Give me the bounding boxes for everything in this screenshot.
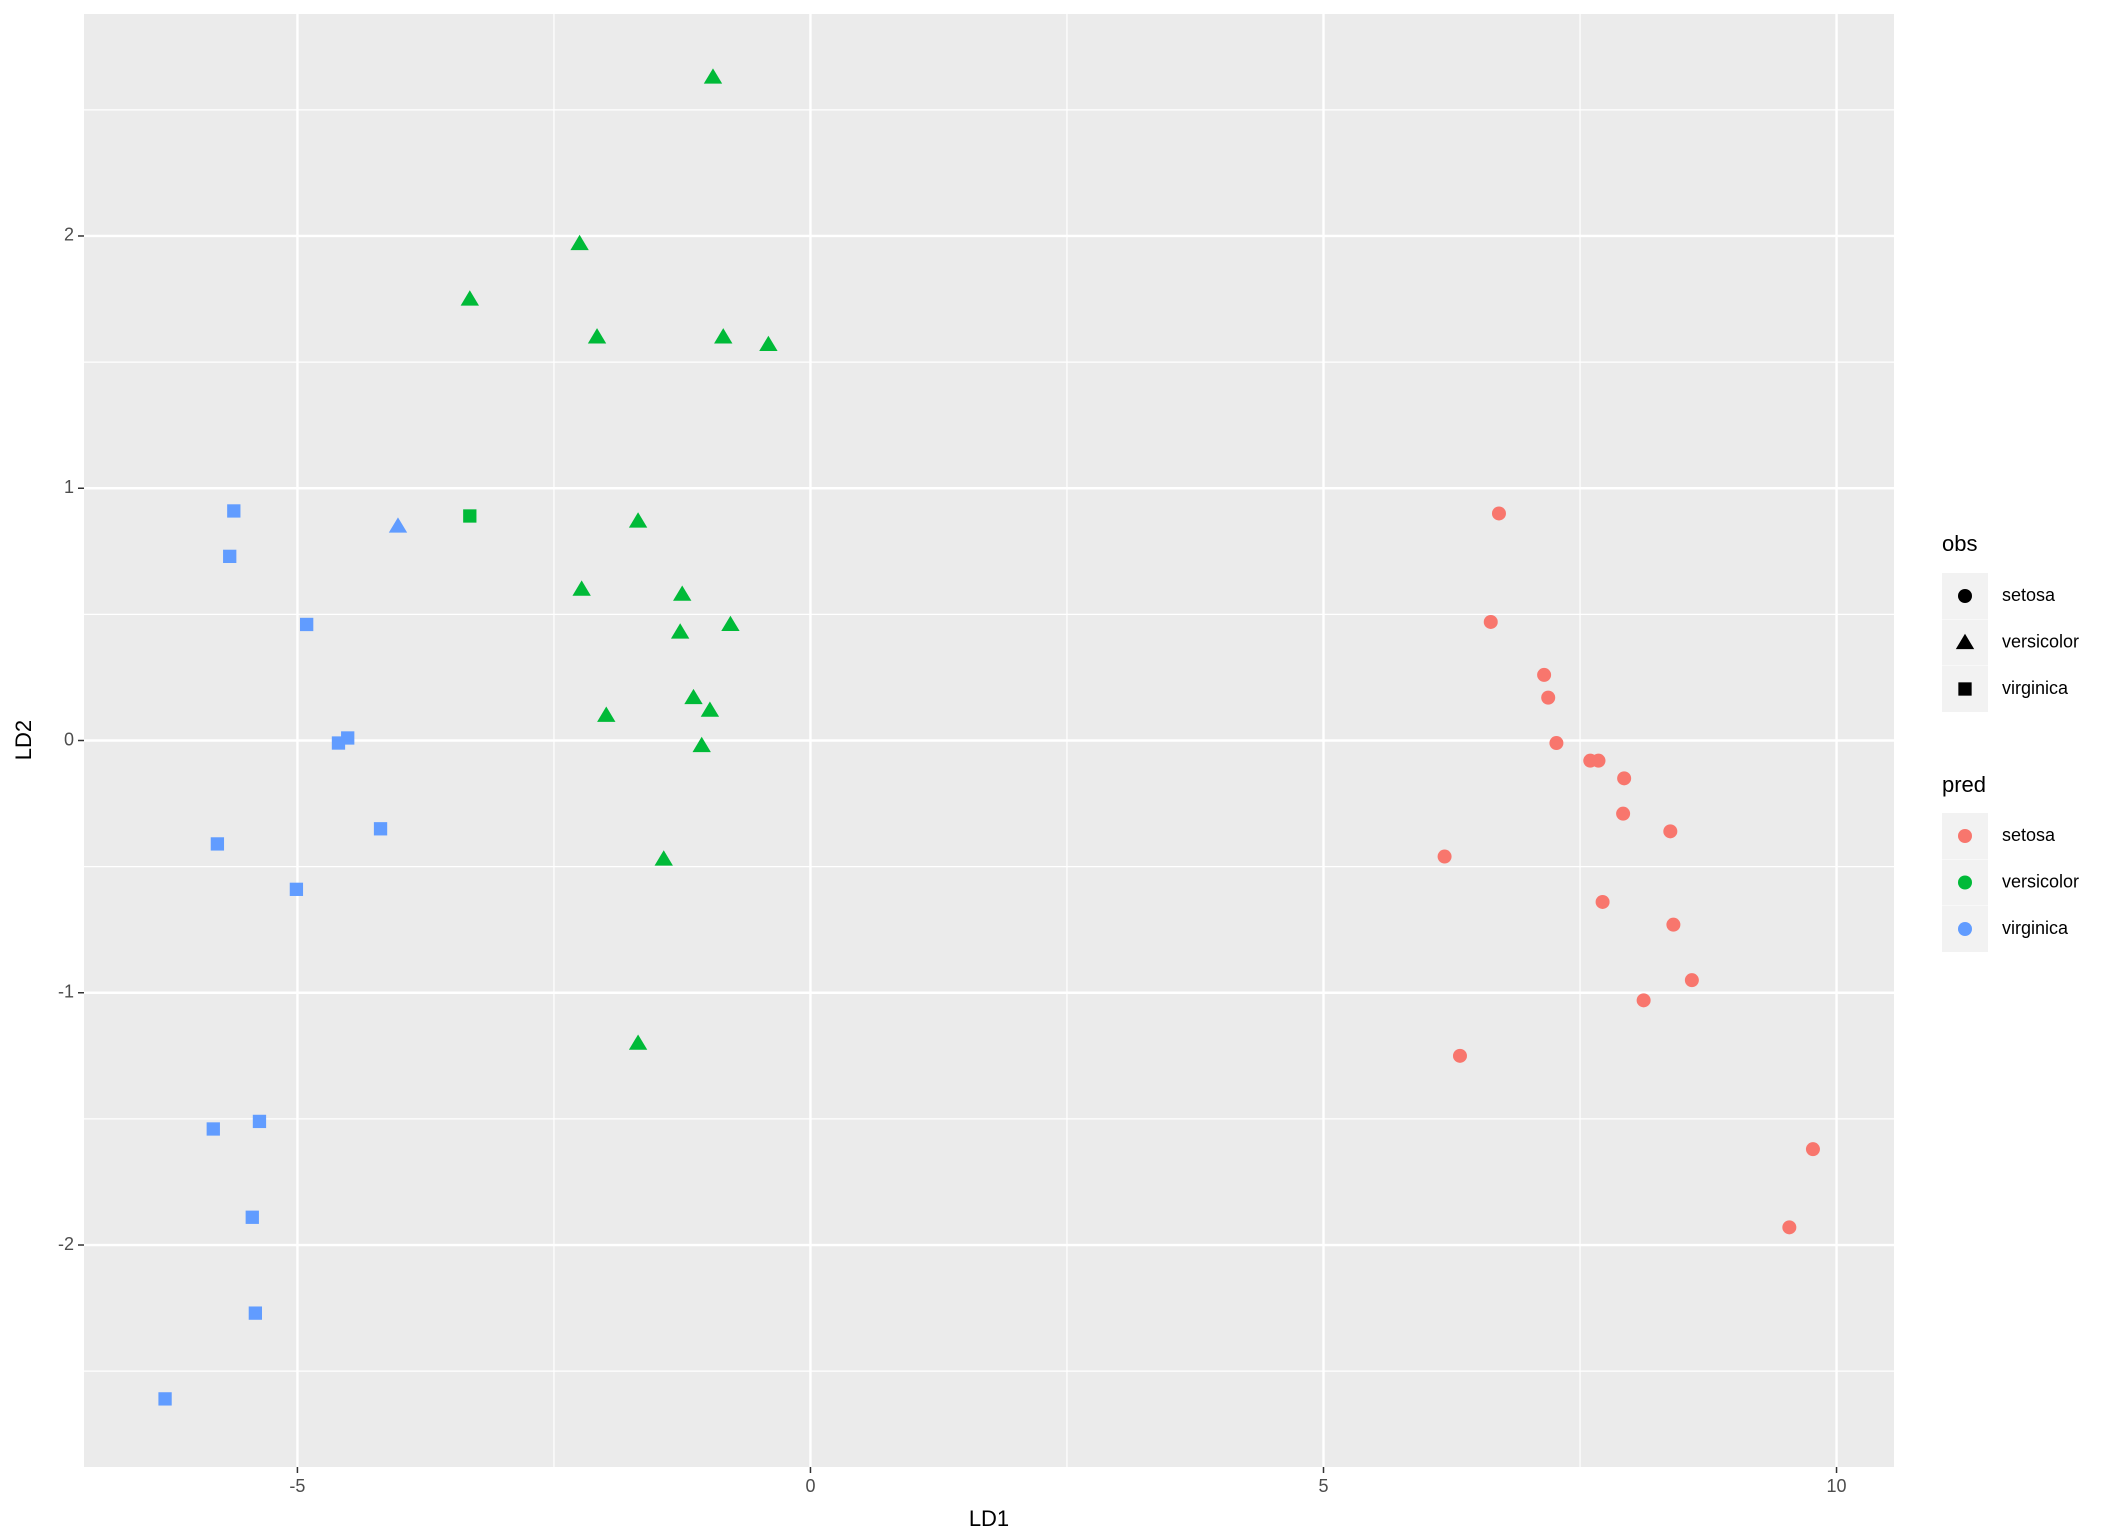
legend-symbol xyxy=(1958,922,1972,936)
point xyxy=(703,68,723,84)
point xyxy=(245,1210,259,1224)
legend-label: setosa xyxy=(2002,825,2056,845)
point xyxy=(1591,753,1606,768)
x-tick-label: 0 xyxy=(805,1476,815,1496)
point xyxy=(206,1122,220,1136)
axes: -5 0 5 10 -2 -1 0 1 2 xyxy=(58,225,1847,1496)
legend-title: pred xyxy=(1942,772,1986,797)
point xyxy=(1483,614,1498,629)
point xyxy=(684,688,703,705)
legend-label: versicolor xyxy=(2002,871,2079,891)
point xyxy=(248,1306,263,1320)
x-axis-title: LD1 xyxy=(969,1506,1009,1531)
legend-symbol xyxy=(1958,875,1972,890)
legend-label: virginica xyxy=(2002,918,2069,938)
y-tick-label: -2 xyxy=(58,1234,74,1254)
point xyxy=(1452,1048,1467,1063)
point xyxy=(341,731,355,745)
y-tick-label: -1 xyxy=(58,982,74,1002)
legend-label: virginica xyxy=(2002,678,2069,698)
point xyxy=(1684,973,1699,988)
point xyxy=(721,615,740,632)
point xyxy=(463,509,477,523)
point xyxy=(1491,506,1506,521)
point xyxy=(388,517,408,533)
points xyxy=(158,68,1820,1406)
point xyxy=(654,850,673,866)
point xyxy=(759,335,778,352)
point xyxy=(460,290,479,306)
point xyxy=(210,837,225,851)
grid xyxy=(84,14,1894,1467)
y-tick-label: 0 xyxy=(64,729,74,749)
point xyxy=(670,623,690,639)
point xyxy=(1805,1142,1820,1157)
point xyxy=(1636,993,1651,1008)
legend-title: obs xyxy=(1942,531,1977,556)
point xyxy=(673,585,692,601)
point xyxy=(223,549,237,564)
y-axis-title: LD2 xyxy=(11,720,36,760)
point xyxy=(1666,917,1681,932)
x-tick-label: -5 xyxy=(289,1476,305,1496)
point xyxy=(572,580,591,596)
x-tick-label: 10 xyxy=(1827,1476,1847,1496)
point xyxy=(1617,771,1632,786)
legend-label: setosa xyxy=(2002,585,2056,605)
legend-label: versicolor xyxy=(2002,631,2079,651)
point xyxy=(1537,667,1552,682)
point xyxy=(628,1034,648,1050)
point xyxy=(289,882,304,896)
point xyxy=(1549,736,1564,751)
point xyxy=(1663,824,1678,839)
point xyxy=(1437,849,1452,864)
y-tick-label: 1 xyxy=(64,477,74,497)
point xyxy=(1595,894,1610,909)
legend-symbol xyxy=(1958,829,1972,843)
point xyxy=(1541,690,1556,705)
point xyxy=(570,234,589,251)
x-tick-label: 5 xyxy=(1318,1476,1328,1496)
point xyxy=(700,701,720,717)
legend: obs setosa versicolor virginica pred setosa ve… xyxy=(1942,531,2079,952)
point xyxy=(1782,1220,1797,1235)
point xyxy=(158,1392,172,1406)
point xyxy=(587,328,607,344)
point xyxy=(597,706,616,722)
point xyxy=(692,736,711,753)
point xyxy=(227,504,241,518)
y-tick-label: 2 xyxy=(64,225,74,245)
legend-symbol xyxy=(1958,589,1972,603)
point xyxy=(300,617,314,632)
point xyxy=(252,1114,267,1129)
legend-symbol xyxy=(1958,682,1972,696)
legend-symbol xyxy=(1955,633,1975,650)
point xyxy=(714,328,733,344)
point xyxy=(628,512,648,528)
point xyxy=(373,822,388,836)
point xyxy=(1616,806,1631,821)
